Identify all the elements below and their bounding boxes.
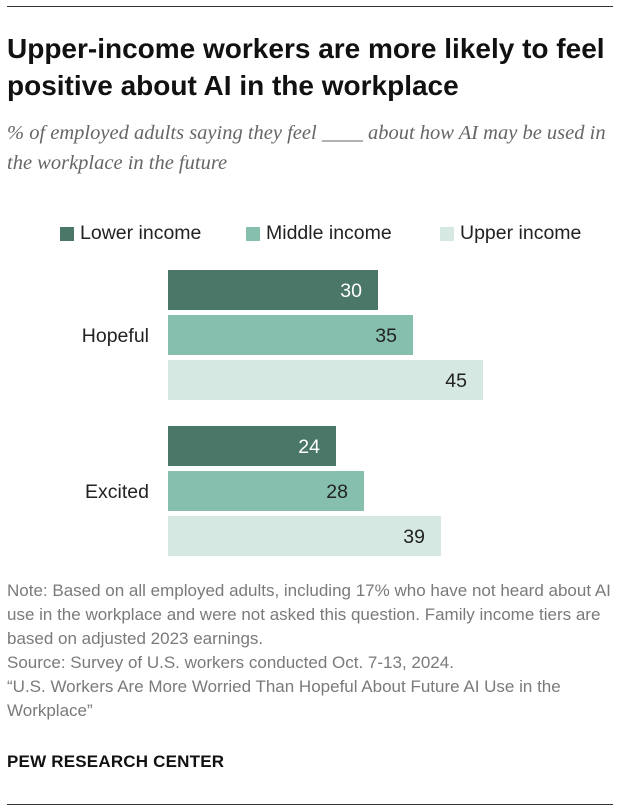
legend-swatch-upper-income (440, 226, 454, 241)
category-label-excited: Excited (85, 481, 149, 503)
data-label-excited-upper-income: 39 (403, 526, 425, 548)
legend-swatch-middle-income (246, 226, 260, 241)
legend-swatch-lower-income (60, 226, 74, 241)
legend-label-lower-income: Lower income (80, 222, 202, 244)
legend: Lower income Middle income Upper income (60, 222, 610, 248)
note-text: Note: Based on all employed adults, incl… (7, 581, 616, 648)
data-label-excited-lower-income: 24 (298, 436, 320, 458)
category-label-hopeful: Hopeful (82, 325, 149, 347)
chart-subtitle: % of employed adults saying they feel __… (7, 122, 606, 174)
data-label-hopeful-middle-income: 35 (375, 325, 397, 347)
source-text: Source: Survey of U.S. workers conducted… (7, 653, 454, 672)
data-label-hopeful-upper-income: 45 (445, 370, 467, 392)
bar-excited-lower-income (168, 426, 336, 466)
bar-excited-upper-income (168, 516, 441, 556)
data-label-hopeful-lower-income: 30 (340, 280, 362, 302)
legend-item-middle-income: Middle income (246, 222, 392, 245)
legend-label-middle-income: Middle income (266, 222, 392, 244)
bottom-rule (7, 804, 613, 805)
org-name: PEW RESEARCH CENTER (7, 752, 225, 771)
legend-item-upper-income: Upper income (440, 222, 581, 245)
report-title: “U.S. Workers Are More Worried Than Hope… (7, 677, 566, 720)
chart-title: Upper-income workers are more likely to … (7, 33, 605, 101)
top-rule (7, 6, 613, 7)
legend-item-lower-income: Lower income (60, 222, 201, 245)
bar-excited-middle-income (168, 471, 364, 511)
bar-hopeful-middle-income (168, 315, 413, 355)
legend-label-upper-income: Upper income (460, 222, 582, 244)
bar-chart: Hopeful 30 35 45 Excited 24 28 39 (0, 260, 620, 570)
notes: Note: Based on all employed adults, incl… (7, 579, 613, 723)
data-label-excited-middle-income: 28 (326, 481, 348, 503)
bar-chart-svg: Hopeful 30 35 45 Excited 24 28 39 (82, 270, 483, 556)
bar-hopeful-lower-income (168, 270, 378, 310)
bar-hopeful-upper-income (168, 360, 483, 400)
